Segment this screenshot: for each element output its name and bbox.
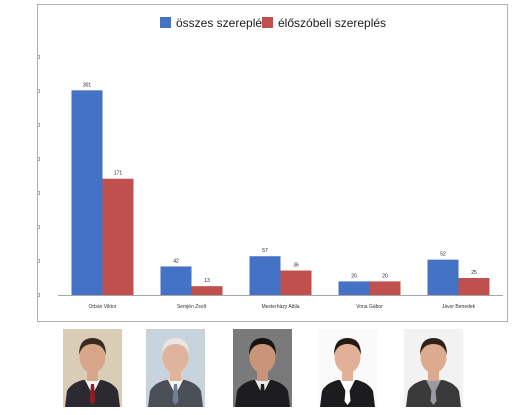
y-tick-label: 350 [38, 55, 40, 61]
bar-2-3 [280, 270, 312, 295]
bar-2-4 [369, 281, 401, 295]
portrait-face [334, 341, 361, 373]
data-label: 57 [262, 248, 268, 254]
legend-label-2: élőszóbeli szereplés [278, 16, 386, 30]
legend-swatch-2 [262, 17, 273, 28]
portrait-hair [162, 338, 189, 355]
chart-legend: összes szereplés élőszóbeli szereplés [160, 16, 386, 30]
portrait-image [404, 329, 463, 407]
legend-label-1: összes szereplés [176, 16, 268, 30]
data-label: 25 [471, 270, 477, 276]
x-tick-label: Semjén Zsolt [177, 304, 207, 310]
x-tick-label: Vona Gábor [356, 304, 383, 310]
portrait-neck [170, 369, 181, 381]
portrait-face [420, 341, 447, 373]
portrait-face [249, 341, 276, 373]
portrait-image [63, 329, 122, 407]
data-label: 52 [440, 252, 446, 258]
portrait-tie [344, 384, 351, 405]
data-label: 301 [83, 82, 92, 88]
data-label: 171 [114, 171, 123, 177]
bar-1-3 [249, 256, 281, 295]
bar-2-2 [191, 286, 223, 295]
y-tick-label: 300 [38, 89, 40, 95]
portrait-neck [428, 369, 439, 381]
chart-frame: összes szereplés élőszóbeli szereplés 0 50… [37, 4, 508, 322]
data-label: 20 [351, 273, 357, 279]
portrait-image [318, 329, 377, 407]
portrait-photo-javor-benedek [404, 329, 463, 407]
bar-chart: összes szereplés élőszóbeli szereplés 0 50… [38, 16, 503, 310]
bar-2-1 [102, 178, 134, 295]
portrait-tie [259, 384, 266, 405]
data-label: 36 [293, 263, 299, 269]
y-tick-label: 150 [38, 191, 40, 197]
portrait-tie [430, 384, 437, 405]
portrait-face [162, 341, 189, 373]
x-axis: Orbán Viktor Semjén Zsolt Mesterházy Attil… [58, 295, 503, 310]
portrait-tie [172, 384, 179, 405]
x-tick-label: Jávor Benedek [442, 304, 476, 310]
data-label: 13 [204, 278, 210, 284]
legend-swatch-1 [160, 17, 171, 28]
y-axis: 0 50 100 150 200 250 300 350 [38, 55, 40, 299]
bar-1-5 [427, 259, 459, 295]
bar-1-1 [71, 90, 103, 295]
y-tick-label: 50 [38, 259, 40, 265]
portrait-hair [334, 338, 361, 355]
bars-group: 301 171 42 13 57 36 20 20 52 25 [71, 82, 490, 295]
portrait-image [146, 329, 205, 407]
portrait-hair [79, 338, 106, 355]
portrait-neck [87, 369, 98, 381]
portrait-hair [249, 338, 276, 355]
portrait-neck [257, 369, 268, 381]
data-label: 42 [173, 258, 179, 264]
x-tick-label: Mesterházy Attila [261, 304, 299, 310]
bar-1-4 [338, 281, 370, 295]
portrait-neck [342, 369, 353, 381]
y-tick-label: 200 [38, 157, 40, 163]
portrait-photo-mesterhazy-attila [233, 329, 292, 407]
portrait-face [79, 341, 106, 373]
portrait-photo-semjen-zsolt [146, 329, 205, 407]
y-tick-label: 0 [38, 293, 40, 299]
x-tick-label: Orbán Viktor [89, 304, 117, 310]
portrait-image [233, 329, 292, 407]
data-label: 20 [382, 273, 388, 279]
portrait-photo-vona-gabor [318, 329, 377, 407]
bar-2-5 [458, 278, 490, 295]
y-tick-label: 100 [38, 225, 40, 231]
bar-1-2 [160, 266, 192, 295]
portrait-hair [420, 338, 447, 355]
portrait-photo-orban-viktor [63, 329, 122, 407]
y-tick-label: 250 [38, 123, 40, 129]
portrait-tie [89, 384, 96, 405]
